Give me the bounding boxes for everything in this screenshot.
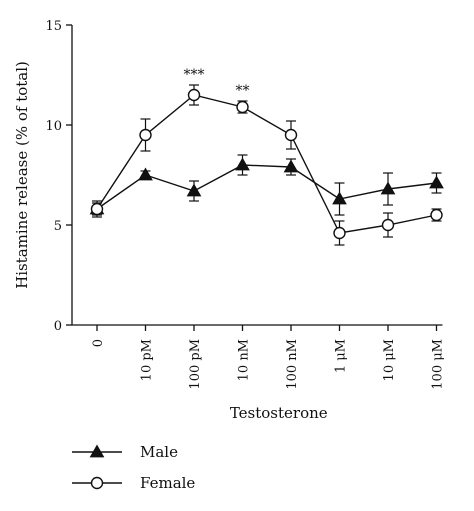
- series-line: [96, 94, 437, 234]
- x-tick-label: 100 nM: [285, 339, 300, 390]
- data-point: [139, 128, 152, 142]
- series-line: [96, 164, 437, 210]
- x-tick-label: 100 μM: [431, 339, 446, 390]
- y-tick-label: 5: [54, 219, 62, 234]
- data-point: [236, 100, 249, 114]
- legend-label: Male: [140, 443, 178, 461]
- y-tick-label: 0: [54, 319, 62, 334]
- x-axis-title: Testosterone: [230, 404, 328, 422]
- legend-entry-male: Male: [72, 443, 178, 461]
- y-axis-title: Histamine release (% of total): [13, 61, 31, 289]
- legend-label: Female: [140, 474, 195, 492]
- x-tick-label: 1 μM: [334, 339, 349, 373]
- x-tick-label: 0: [91, 339, 106, 347]
- x-tick-label: 10 μM: [382, 339, 397, 381]
- data-point: [333, 226, 346, 240]
- data-point: [138, 167, 153, 181]
- series-layer: *****: [89, 67, 444, 246]
- legend-marker: [89, 444, 105, 458]
- significance-annotation: ***: [184, 67, 205, 83]
- data-point: [429, 175, 444, 189]
- data-point: [186, 183, 202, 197]
- data-point: [381, 218, 395, 232]
- data-point: [284, 128, 298, 142]
- series-male: [89, 154, 444, 216]
- data-point: [332, 191, 347, 205]
- data-point: [380, 181, 396, 195]
- significance-annotation: **: [236, 83, 250, 99]
- axes: 0 5 10 15 0 10 pM 100 pM 10 nM 100 nM 1 μM 10 μM 10…: [45, 19, 445, 390]
- data-point: [187, 88, 201, 102]
- y-tick-label: 15: [45, 19, 62, 34]
- x-tick-label: 10 pM: [140, 339, 155, 381]
- legend: Male Female: [72, 443, 195, 492]
- x-tick-label: 100 pM: [188, 339, 203, 390]
- series-female: [90, 84, 443, 246]
- y-tick-label: 10: [45, 119, 62, 134]
- data-point: [430, 208, 443, 222]
- legend-marker: [90, 476, 104, 490]
- x-tick-label: 10 nM: [237, 339, 252, 381]
- legend-entry-female: Female: [72, 474, 195, 492]
- data-point: [235, 157, 250, 171]
- data-point: [90, 202, 104, 216]
- data-point: [283, 159, 299, 173]
